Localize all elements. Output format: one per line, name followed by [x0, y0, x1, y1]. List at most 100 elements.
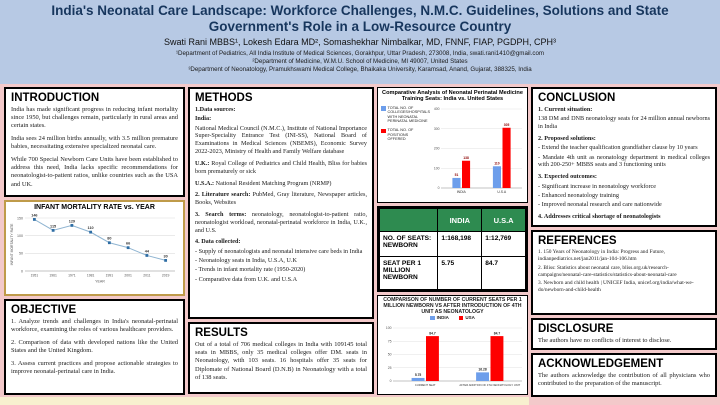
introduction-paragraphs: India has made significant progress in r… [11, 106, 178, 189]
bar-chart-svg: 0 100 200 300 400 51 138 INDIA 110 305 U.S.A [434, 107, 522, 194]
methods-line-lead: India: [195, 115, 212, 123]
methods-line-lead: U.S.A.: [195, 179, 215, 187]
bar [411, 377, 425, 381]
methods-line: - Supply of neonatologists and neonatal … [195, 248, 367, 256]
methods-line-text: National Resident Matching Program (NRMP… [214, 179, 332, 187]
methods-line: India: [195, 115, 367, 123]
results-section: RESULTS Out of a total of 706 medical co… [188, 322, 374, 394]
bottom-strip [0, 397, 529, 405]
x-tick-label: 1991 [106, 274, 114, 278]
y-tick-label: 150 [17, 216, 23, 220]
authors-line: Swati Rani MBBS¹, Lokesh Edara MD², Soma… [164, 36, 556, 47]
chart-legend: INDIA USA [380, 315, 525, 321]
paragraph: Out of a total of 706 medical colleges i… [195, 341, 367, 381]
line-chart-svg: 0 50 100 150 146 1951 115 1961 129 1971 110 1981 80 1… [10, 213, 175, 284]
poster-header: India's Neonatal Care Landscape: Workfor… [0, 0, 720, 84]
data-point [51, 228, 55, 232]
objective-section: OBJECTIVE 1. Analyze trends and challeng… [4, 299, 185, 395]
table-row: SEAT PER 1 MILLION NEWBORN 5.75 84.7 [379, 255, 526, 290]
table-cell-usa: 84.7 [481, 255, 526, 290]
methods-line-lead: U.K.: [195, 159, 210, 167]
legend-label: INDIA [436, 315, 449, 321]
legend-entry: INDIA [430, 315, 449, 321]
conclusion-line-text: - Significant increase in neonatology wo… [538, 182, 657, 190]
imr-chart-area: 0 50 100 150 146 1951 115 1961 129 1971 110 1981 80 1… [8, 211, 181, 285]
affiliation-line: ²Department of Medicine, W.M.U. School o… [252, 57, 468, 65]
y-tick-label: 100 [386, 326, 392, 330]
reference-item: 3. Newborn and child health | UNICEF Ind… [538, 280, 694, 294]
legend-entry: USA [458, 315, 475, 321]
methods-line: 2. Literature search: PubMed, Gray liter… [195, 191, 367, 207]
results-heading: RESULTS [195, 327, 248, 339]
x-tick-label: 2019 [162, 274, 170, 278]
data-point [145, 254, 149, 257]
methods-blocks: 1.Data sources: India: National Medical Co… [195, 106, 367, 283]
bar-value-label: 305 [504, 123, 510, 127]
point-label: 146 [31, 213, 37, 217]
x-tick-label: 1951 [31, 274, 39, 278]
methods-line: National Medical Council (N.M.C.), Insti… [195, 125, 367, 156]
table-row-label: NO. OF SEATS: NEWBORN [379, 231, 439, 257]
conclusion-blocks: 1. Current situation: 138 DM and DNB neon… [538, 106, 710, 221]
conclusion-line: 2. Proposed solutions: [538, 135, 710, 143]
results-paragraphs: Out of a total of 706 medical colleges i… [195, 341, 367, 382]
category-label: INDIA [457, 190, 467, 194]
y-tick-label: 25 [388, 366, 392, 370]
bar [476, 372, 489, 381]
series-line [34, 218, 166, 261]
bar [492, 166, 501, 188]
bar-value-label: 16.28 [478, 367, 486, 371]
chart-plot: 0 25 50 75 100 5.75 84.7 CURRENT SEAT 16.28 84.7 A… [380, 322, 525, 390]
paragraph: India sees 24 million births annually, w… [11, 135, 178, 151]
training-seats-chart-box: Comparative Analysis of Neonatal Perinat… [377, 87, 528, 203]
imr-chart-title: INFANT MORTALITY RATE vs. YEAR [34, 204, 155, 211]
column-2: METHODS 1.Data sources: India: National Me… [188, 87, 374, 405]
column-4: CONCLUSION 1. Current situation: 138 DM a… [531, 87, 717, 405]
point-label: 129 [69, 219, 75, 223]
conclusion-section: CONCLUSION 1. Current situation: 138 DM a… [531, 87, 717, 227]
seats-per-million-chart-box: COMPARISON OF NUMBER OF CURRENT SEATS PE… [377, 295, 528, 395]
references-heading: REFERENCES [538, 235, 617, 247]
objective-paragraphs: 1. Analyze trends and challenges in Indi… [11, 318, 178, 376]
affiliation-line: ³Department of Neonatology, Pramukhswami… [188, 65, 532, 73]
legend-swatch [458, 315, 464, 321]
references-list: 1. 150 Years of Neonatology in India: Pr… [538, 249, 710, 294]
column-3: Comparative Analysis of Neonatal Perinat… [377, 87, 528, 405]
data-point [164, 259, 168, 262]
bar [490, 335, 504, 381]
conclusion-heading: CONCLUSION [538, 92, 616, 104]
legend-swatch [381, 128, 386, 134]
legend-label: TOTAL NO. OF COLLEGES/HOSPITALS WITH NEO… [387, 105, 431, 124]
x-axis-label: YEAR [95, 280, 105, 284]
bar-value-label: 84.7 [429, 331, 436, 335]
bar-value-label: 5.75 [415, 373, 422, 377]
conclusion-line: - Mandate 4th unit as neonatology depart… [538, 154, 710, 170]
conclusion-line: - Improved neonatal research and care na… [538, 201, 710, 209]
introduction-heading: INTRODUCTION [11, 92, 100, 104]
y-tick-label: 50 [19, 252, 23, 256]
x-tick-label: 1981 [87, 274, 95, 278]
conclusion-line-text: - Improved neonatal research and care na… [538, 201, 662, 209]
conclusion-line: 3. Expected outcomes: [538, 173, 710, 181]
x-tick-label: 1961 [49, 274, 57, 278]
methods-line: - Trends in infant mortality rate (1950-… [195, 266, 367, 274]
methods-line-lead: 3. Search terms: [195, 210, 247, 218]
point-label: 115 [50, 224, 56, 228]
conclusion-line: - Significant increase in neonatology wo… [538, 183, 710, 191]
methods-line-lead: 4. Data collected: [195, 238, 241, 246]
bar [462, 160, 471, 188]
column-1: INTRODUCTION India has made significant … [4, 87, 185, 405]
point-label: 30 [164, 254, 168, 258]
point-label: 44 [145, 249, 150, 253]
methods-line-lead: 1.Data sources: [195, 106, 236, 113]
methods-line-text: PubMed, Gray literature, Newspaper artic… [195, 191, 367, 207]
conclusion-line-lead: 1. Current situation: [538, 106, 593, 113]
data-point [126, 246, 130, 250]
methods-line-lead: 2. Literature search: [195, 191, 251, 199]
point-label: 80 [107, 237, 111, 241]
y-tick-label: 400 [434, 107, 440, 111]
paragraph: India has made significant progress in r… [11, 106, 178, 130]
y-tick-label: 100 [434, 166, 440, 170]
y-tick-label: 50 [388, 353, 392, 357]
table-header-blank [379, 208, 439, 232]
